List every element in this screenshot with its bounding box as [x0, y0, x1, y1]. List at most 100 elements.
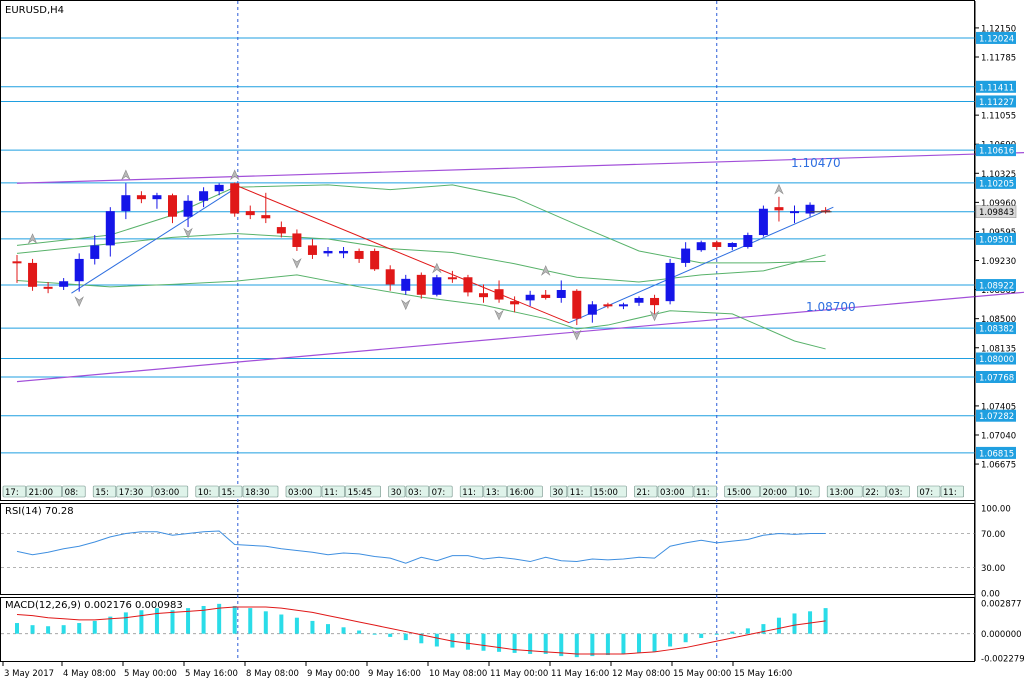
bullish-candle	[727, 243, 737, 247]
bullish-candle	[105, 211, 115, 246]
rsi-pane[interactable]	[0, 503, 975, 595]
macd-histogram-bar	[139, 610, 144, 634]
event-tag-label: 17:30	[119, 488, 144, 498]
event-tag	[2, 485, 26, 498]
rsi-tick-label: 0.00	[981, 590, 1000, 600]
event-tag	[567, 485, 591, 498]
bullish-candle	[790, 211, 799, 214]
macd-histogram-bar	[310, 620, 315, 634]
bearish-candle	[463, 277, 473, 293]
event-tag	[429, 485, 453, 498]
macd-tick-label: 0.000000	[981, 630, 1022, 640]
level-price-tag	[976, 446, 1016, 459]
level-price-tag	[976, 322, 1016, 335]
bearish-candle	[261, 215, 271, 219]
bullish-candle	[199, 191, 209, 201]
macd-histogram-bar	[621, 633, 626, 654]
event-tag	[760, 485, 796, 498]
level-price-tag-label: 1.11227	[979, 98, 1014, 108]
event-tag-label: 20:00	[763, 488, 788, 498]
event-tag	[321, 485, 345, 498]
price-tick-label: 1.08500	[981, 315, 1016, 325]
macd-tick-label: 0.002877	[981, 600, 1022, 610]
fractal-down-icon	[572, 329, 582, 341]
event-tag	[405, 485, 429, 498]
event-tag-label: 07:	[919, 488, 933, 498]
event-tag-label: 16:00	[509, 488, 534, 498]
event-tag	[388, 485, 406, 498]
macd-histogram-bar	[730, 631, 735, 634]
rsi-label: RSI(14) 70.28	[5, 506, 74, 517]
time-tick-label: 11 May 00:00	[490, 669, 548, 679]
symbol-label: EURUSD,H4	[5, 5, 64, 16]
macd-pane[interactable]	[0, 597, 975, 662]
bearish-candle	[370, 250, 380, 270]
bullish-candle	[681, 248, 691, 263]
macd-histogram-bar	[528, 633, 533, 654]
macd-histogram-bar	[434, 633, 439, 647]
macd-indicator-layer	[1, 603, 975, 658]
bullish-candle	[556, 290, 566, 298]
macd-histogram-bar	[326, 624, 330, 634]
swing-trend-line	[234, 184, 570, 324]
macd-label: MACD(12,26,9) 0.002176 0.000983	[5, 600, 183, 611]
price-tick-label: 1.12150	[981, 24, 1016, 34]
fractal-up-icon	[121, 169, 131, 181]
bearish-candle	[712, 242, 722, 247]
event-tag-label: 03:00	[288, 488, 313, 498]
event-tag-label: 15:00	[727, 488, 752, 498]
level-price-tag-label: 1.08382	[979, 325, 1014, 335]
current-price-label: 1.09843	[979, 208, 1014, 218]
bearish-candle	[385, 269, 395, 285]
macd-histogram-bar	[745, 628, 750, 634]
event-tag-label: 15:	[221, 488, 235, 498]
macd-histogram-bar	[465, 633, 470, 650]
event-tag-label: 22:	[865, 488, 879, 498]
current-price-tag	[975, 205, 1017, 218]
price-tick-label: 1.09960	[981, 199, 1016, 209]
bullish-candle	[758, 208, 768, 236]
main-price-pane[interactable]	[0, 0, 975, 501]
price-tick-label: 1.11055	[981, 112, 1016, 122]
event-tag	[26, 485, 62, 498]
bullish-candle	[59, 281, 69, 287]
macd-histogram-bar	[372, 633, 377, 635]
bearish-candle	[245, 211, 255, 216]
fractal-up-icon	[774, 183, 784, 195]
bullish-candle	[401, 278, 411, 291]
rsi-tick-label: 30.00	[981, 564, 1005, 574]
bearish-candle	[230, 183, 240, 214]
event-tag	[796, 485, 820, 498]
macd-histogram-bar	[388, 633, 393, 637]
macd-histogram-bar	[605, 633, 610, 656]
macd-histogram-bar	[30, 625, 35, 634]
fractal-down-icon	[649, 310, 660, 322]
bullish-candle	[152, 195, 162, 200]
macd-histogram-bar	[123, 612, 128, 634]
macd-histogram-bar	[263, 611, 268, 634]
time-tick-label: 8 May 08:00	[246, 669, 299, 679]
price-annotation-label: 1.10470	[791, 156, 841, 170]
fractal-up-icon	[27, 233, 38, 244]
time-tick-label: 10 May 08:00	[429, 669, 487, 679]
macd-histogram-bar	[481, 633, 486, 651]
event-tag	[862, 485, 887, 498]
level-price-tag-label: 1.08000	[979, 355, 1014, 365]
macd-histogram-bar	[217, 603, 222, 634]
event-tag	[459, 485, 484, 498]
event-tag	[917, 485, 941, 498]
bearish-candle	[603, 304, 613, 307]
bearish-candle	[447, 277, 457, 280]
bullish-candle	[634, 297, 644, 303]
time-tick-label: 5 May 00:00	[124, 669, 177, 679]
event-tag	[62, 485, 86, 498]
bullish-candle	[90, 245, 100, 259]
macd-tick-label: -0.002279	[981, 654, 1024, 664]
event-tag-label: 11:	[696, 488, 710, 498]
macd-histogram-bar	[497, 633, 502, 652]
event-tag-label: 11:	[462, 488, 476, 498]
bearish-candle	[774, 207, 784, 211]
level-price-tag-label: 1.07282	[979, 412, 1014, 422]
bullish-candle	[214, 184, 224, 192]
